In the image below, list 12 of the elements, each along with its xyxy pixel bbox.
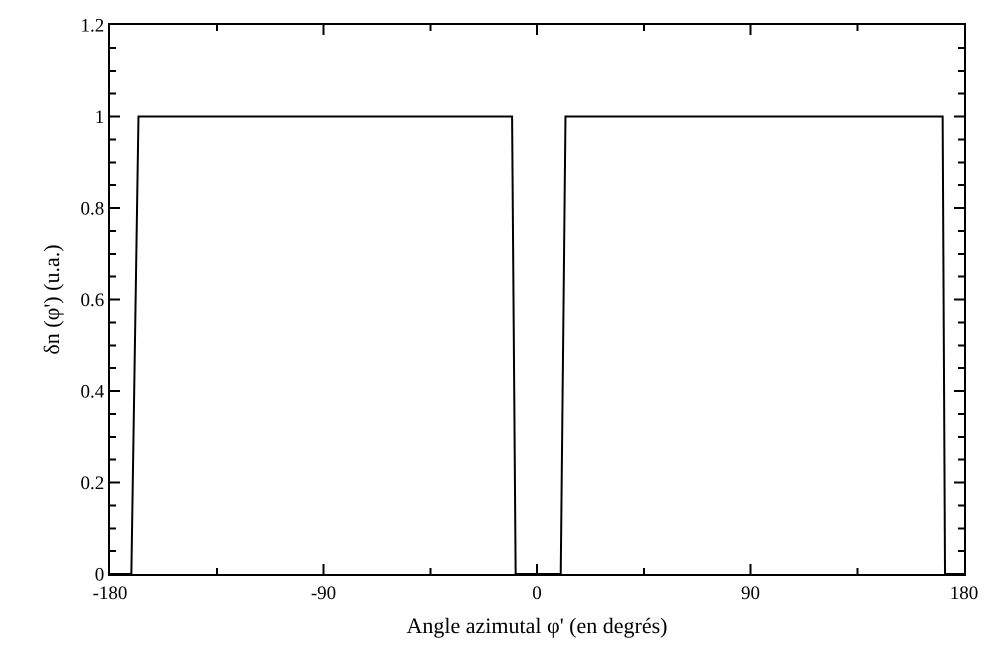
y-tick-label: 0.6: [80, 290, 104, 312]
x-tick-label: 90: [741, 582, 760, 604]
x-tick-label: 0: [532, 582, 542, 604]
y-tick-label: 1.2: [80, 16, 104, 37]
y-axis-title: δn (φ') (u.a.): [38, 244, 64, 355]
y-tick-label: 1: [94, 107, 104, 128]
y-tick-label: 0.8: [80, 198, 104, 220]
y-tick-label: 0.4: [80, 382, 105, 403]
y-tick-label: 0.2: [80, 473, 104, 494]
x-tick-label: 180: [950, 582, 978, 604]
x-axis-title: Angle azimutal φ' (en degrés): [406, 613, 668, 638]
x-tick-label: -90: [310, 582, 336, 604]
